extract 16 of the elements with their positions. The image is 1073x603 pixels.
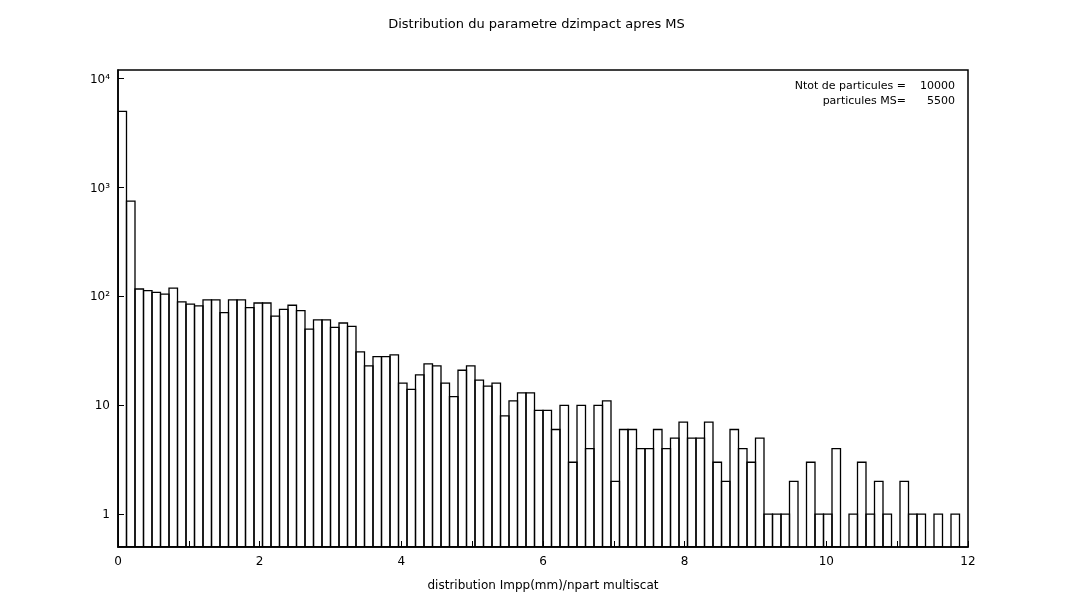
x-tick-label: 12 bbox=[960, 554, 976, 568]
annotation: particules MS= 5500 bbox=[822, 94, 955, 107]
x-tick-label: 2 bbox=[255, 554, 264, 568]
x-tick-label: 6 bbox=[539, 554, 547, 568]
y-tick-label: 1 bbox=[102, 507, 110, 522]
annotation: Ntot de particules = 10000 bbox=[794, 79, 955, 92]
x-tick-label: 4 bbox=[397, 554, 406, 568]
y-tick-label: 10⁴ bbox=[89, 71, 111, 86]
chart-title: Distribution du parametre dzimpact apres MS bbox=[388, 16, 685, 31]
y-tick-label: 10³ bbox=[89, 180, 111, 195]
x-axis-title: distribution Impp(mm)/npart multiscat bbox=[427, 578, 659, 592]
x-tick-label: 0 bbox=[114, 554, 122, 568]
y-tick-label: 10 bbox=[94, 398, 110, 413]
y-tick-label: 10² bbox=[89, 289, 111, 304]
x-tick-label: 10 bbox=[818, 554, 834, 568]
x-tick-label: 8 bbox=[680, 554, 689, 568]
